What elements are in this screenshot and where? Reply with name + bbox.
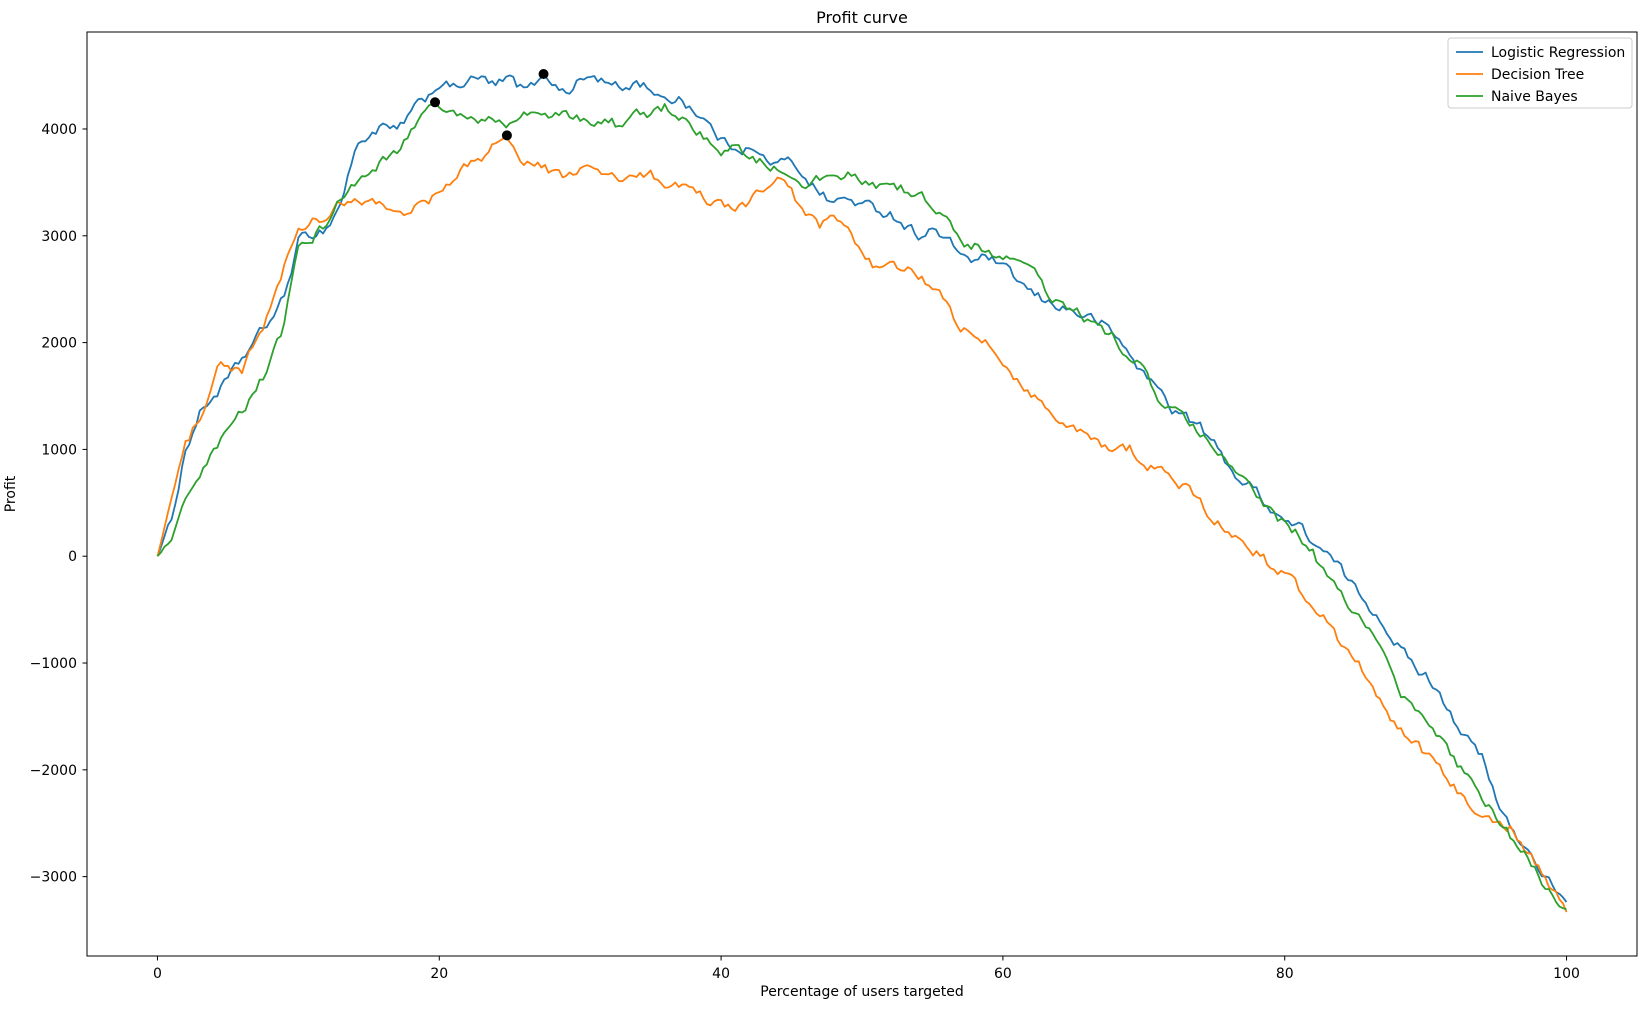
y-tick-label: −2000 xyxy=(30,763,77,779)
y-tick-label: 0 xyxy=(68,549,77,565)
max-marker-naive-bayes xyxy=(430,97,441,108)
y-tick-label: 4000 xyxy=(41,122,77,138)
max-markers-group xyxy=(430,68,549,141)
y-tick-label: −3000 xyxy=(30,870,77,886)
y-tick-label: −1000 xyxy=(30,656,77,672)
series-group xyxy=(156,74,1568,913)
max-marker-decision-tree xyxy=(501,130,512,141)
legend-label-decision-tree: Decision Tree xyxy=(1491,67,1584,83)
series-line-naive-bayes xyxy=(156,102,1567,911)
x-tick-label: 0 xyxy=(153,966,162,982)
x-tick-label: 100 xyxy=(1553,966,1580,982)
legend-box xyxy=(1447,37,1633,109)
x-tick-label: 40 xyxy=(712,966,730,982)
x-tick-label: 60 xyxy=(994,966,1012,982)
x-tick-label: 20 xyxy=(430,966,448,982)
y-tick-label: 1000 xyxy=(41,442,77,458)
chart-title: Profit curve xyxy=(816,8,908,27)
legend-label-logistic-regression: Logistic Regression xyxy=(1491,45,1625,61)
y-tick-label: 3000 xyxy=(41,229,77,245)
legend-label-naive-bayes: Naive Bayes xyxy=(1491,89,1578,105)
max-marker-logistic-regression xyxy=(538,68,549,79)
series-line-logistic-regression xyxy=(156,74,1568,903)
x-tick-label: 80 xyxy=(1276,966,1294,982)
x-axis-label: Percentage of users targeted xyxy=(760,984,964,1000)
plot-border xyxy=(86,31,1638,957)
legend: Logistic Regression Decision Tree Naive Ba… xyxy=(1447,37,1633,109)
ticks-group: 0 20 40 60 80 100 −3000 −2000 −1000 0 1000 2000 3000… xyxy=(30,122,1580,982)
plot-spines xyxy=(86,31,1638,957)
series-line-decision-tree xyxy=(156,135,1568,913)
y-axis-label: Profit xyxy=(3,475,19,512)
y-tick-label: 2000 xyxy=(41,336,77,352)
